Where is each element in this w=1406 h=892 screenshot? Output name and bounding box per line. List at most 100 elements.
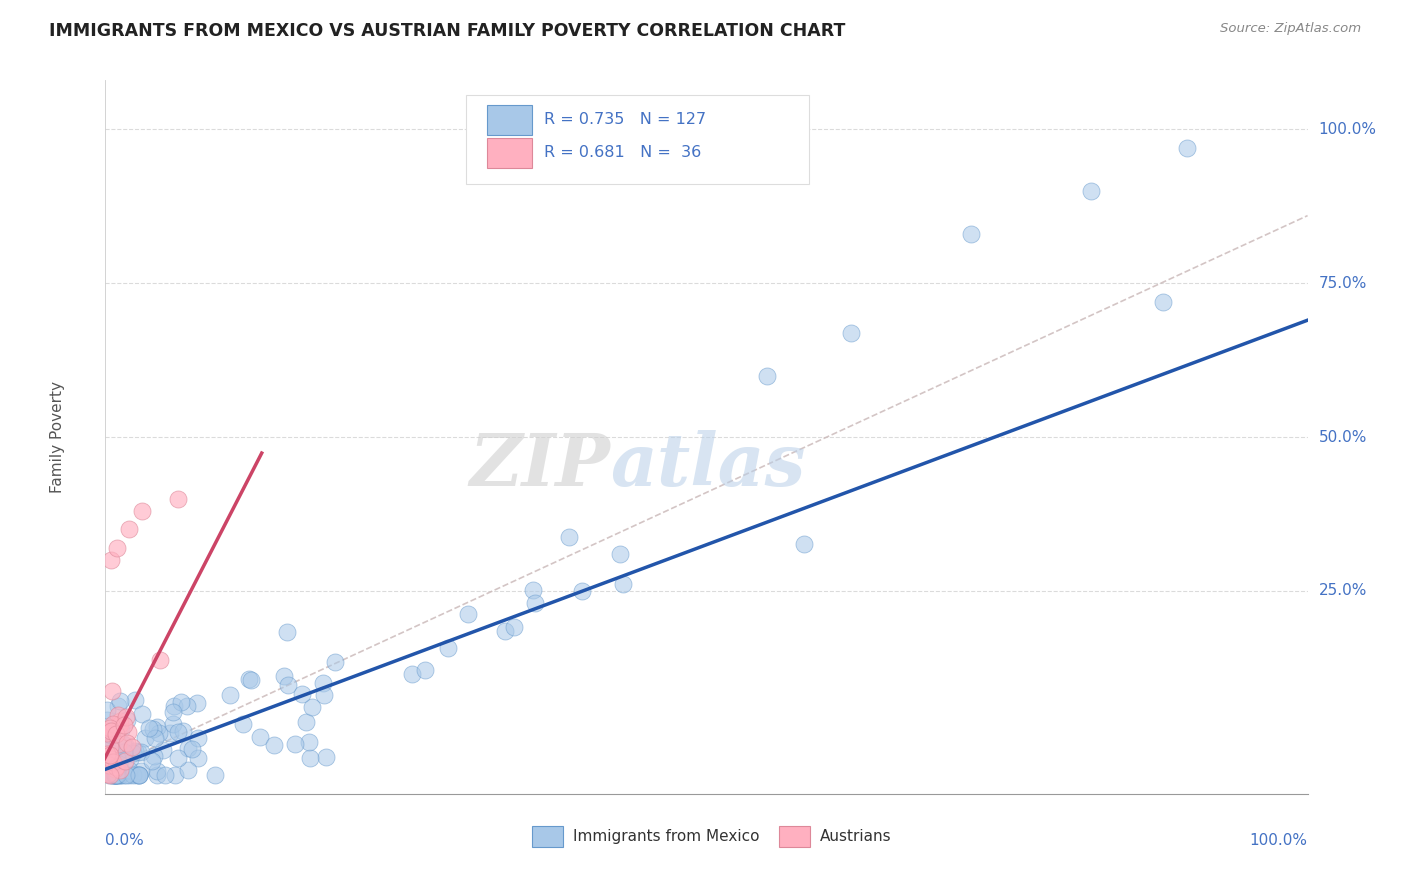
FancyBboxPatch shape [486,138,533,168]
Point [96,747,118,761]
Point [101,768,124,782]
Point [457,607,479,621]
Point [163,698,186,713]
Point [413,663,436,677]
Point [105,764,128,779]
Point [127,768,149,782]
Point [110,750,132,764]
Point [124,744,146,758]
Point [1152,294,1174,309]
Point [159,726,181,740]
Point [110,721,132,735]
Text: R = 0.735   N = 127: R = 0.735 N = 127 [544,112,706,127]
FancyBboxPatch shape [465,95,808,184]
Point [118,522,141,536]
Point [298,735,321,749]
Point [176,699,198,714]
Point [172,723,194,738]
Point [105,768,128,782]
Point [522,582,544,597]
Text: 100.0%: 100.0% [1319,122,1376,137]
Point [107,732,129,747]
Point [115,714,138,728]
Point [167,751,190,765]
Point [105,768,128,782]
Point [111,746,134,760]
Point [108,744,131,758]
Point [107,708,129,723]
Point [145,719,167,733]
Point [108,764,131,778]
Point [187,751,209,765]
Point [295,714,318,729]
Point [162,717,184,731]
Point [503,620,526,634]
Point [98,740,121,755]
Point [755,368,778,383]
Point [107,723,129,738]
Point [121,746,143,760]
Point [219,689,242,703]
Point [186,696,208,710]
Point [100,553,122,567]
Text: 0.0%: 0.0% [105,833,145,847]
Point [153,768,176,782]
Point [162,706,184,720]
Point [165,768,187,782]
Point [143,731,166,745]
Point [98,723,121,738]
Point [263,738,285,752]
Point [143,748,166,763]
Point [146,764,169,778]
Point [960,227,983,241]
Point [129,764,152,778]
Point [131,504,153,518]
Point [98,747,121,762]
Point [138,721,160,735]
Point [204,768,226,782]
Point [108,768,131,782]
Text: IMMIGRANTS FROM MEXICO VS AUSTRIAN FAMILY POVERTY CORRELATION CHART: IMMIGRANTS FROM MEXICO VS AUSTRIAN FAMIL… [49,22,845,40]
Point [148,726,170,740]
Point [98,721,121,735]
Point [96,723,118,738]
Text: 75.0%: 75.0% [1319,276,1367,291]
Point [107,541,129,555]
Point [107,756,129,771]
Point [122,768,145,782]
Point [314,688,336,702]
Point [117,725,139,739]
Point [100,727,122,741]
Point [96,725,118,739]
Point [122,767,145,781]
Point [104,768,127,782]
Point [107,766,129,780]
Point [1080,184,1102,198]
Point [141,754,163,768]
Point [107,753,129,767]
Text: ZIP: ZIP [470,430,610,501]
Point [273,669,295,683]
Point [401,667,423,681]
Point [612,576,634,591]
Point [97,768,120,782]
Point [104,768,127,782]
Point [437,640,460,655]
Point [558,530,581,544]
Point [166,491,188,506]
Point [117,763,139,777]
Point [177,764,200,778]
Point [181,742,204,756]
Point [523,596,546,610]
Point [101,684,124,698]
Point [249,730,271,744]
Point [96,714,118,728]
Point [232,716,254,731]
Point [110,723,132,738]
Point [291,687,314,701]
Point [1175,141,1198,155]
Point [103,717,125,731]
Point [100,746,122,760]
Point [112,737,135,751]
Point [108,694,131,708]
